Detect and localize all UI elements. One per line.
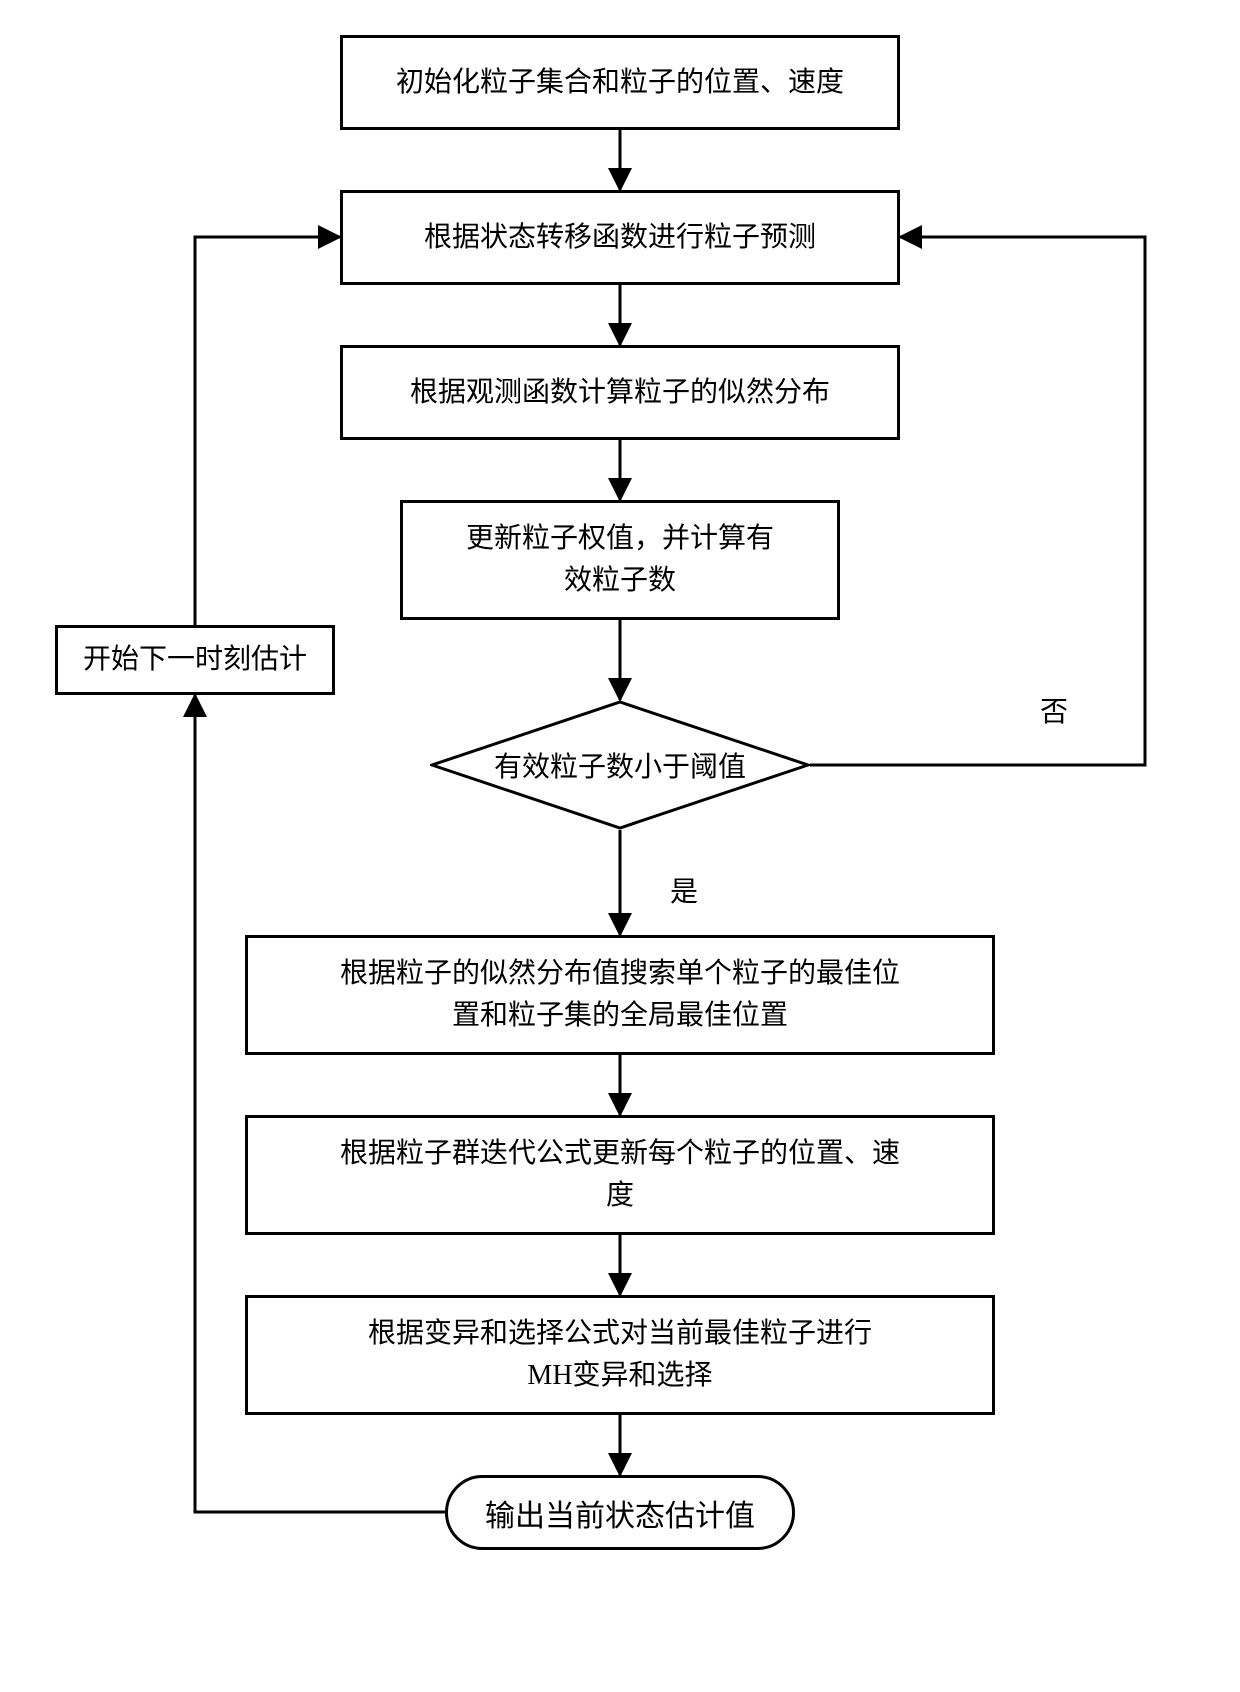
node-text: 根据变异和选择公式对当前最佳粒子进行MH变异和选择	[368, 1313, 872, 1397]
node-text: 根据状态转移函数进行粒子预测	[424, 217, 816, 259]
node-mh-mutate: 根据变异和选择公式对当前最佳粒子进行MH变异和选择	[245, 1295, 995, 1415]
node-predict: 根据状态转移函数进行粒子预测	[340, 190, 900, 285]
node-update-weights: 更新粒子权值，并计算有效粒子数	[400, 500, 840, 620]
node-init: 初始化粒子集合和粒子的位置、速度	[340, 35, 900, 130]
edge-label-yes: 是	[670, 870, 698, 910]
node-text: 根据粒子的似然分布值搜索单个粒子的最佳位置和粒子集的全局最佳位置	[340, 953, 900, 1037]
node-text: 根据观测函数计算粒子的似然分布	[410, 372, 830, 414]
node-search-best: 根据粒子的似然分布值搜索单个粒子的最佳位置和粒子集的全局最佳位置	[245, 935, 995, 1055]
terminal-output: 输出当前状态估计值	[445, 1475, 795, 1550]
node-text: 输出当前状态估计值	[485, 1491, 755, 1535]
node-text: 初始化粒子集合和粒子的位置、速度	[396, 62, 844, 104]
node-text: 开始下一时刻估计	[83, 639, 307, 681]
decision-threshold: 有效粒子数小于阈值	[430, 700, 810, 830]
node-text: 有效粒子数小于阈值	[494, 745, 746, 785]
node-text: 根据粒子群迭代公式更新每个粒子的位置、速度	[340, 1133, 900, 1217]
edge-label-no: 否	[1040, 690, 1068, 730]
node-text: 更新粒子权值，并计算有效粒子数	[466, 518, 774, 602]
node-next-step: 开始下一时刻估计	[55, 625, 335, 695]
node-pso-update: 根据粒子群迭代公式更新每个粒子的位置、速度	[245, 1115, 995, 1235]
node-likelihood: 根据观测函数计算粒子的似然分布	[340, 345, 900, 440]
